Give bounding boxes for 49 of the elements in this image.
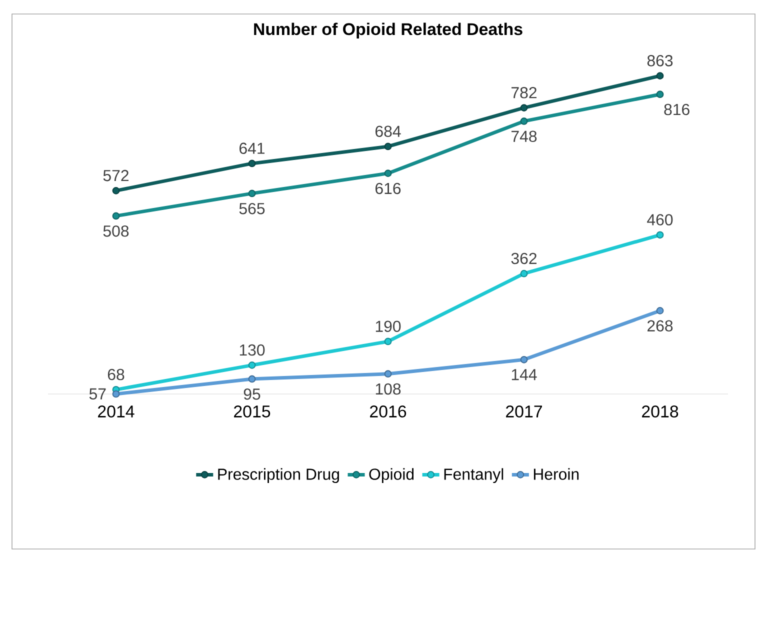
point [384,370,392,378]
data-label: 816 [664,104,690,116]
data-label: 641 [240,142,265,154]
legend-label: Fentanyl [444,468,504,484]
x-tick-label: 2014 [98,405,134,418]
point [384,170,392,178]
data-label: 616 [376,182,401,194]
point [112,212,120,220]
point [656,90,664,98]
point [248,190,256,198]
x-tick-label: 2016 [370,405,406,418]
point [520,118,528,125]
point [112,187,120,194]
data-label: 95 [244,388,260,400]
data-label: 144 [512,369,537,380]
data-label: 565 [239,202,265,214]
point [520,104,528,112]
chart-title: Number of Opioid Related Deaths [254,22,522,38]
x-tick-label: 2018 [642,405,678,418]
data-label: 190 [376,320,401,332]
legend-label: Opioid [369,468,414,484]
point [384,338,392,346]
point [248,375,256,383]
data-label: 460 [647,214,673,226]
data-label: 684 [376,126,401,137]
point [112,390,120,398]
data-label: 572 [103,170,128,182]
point [248,160,256,168]
data-label: 508 [103,225,129,237]
data-label: 268 [648,320,673,332]
data-label: 748 [512,130,537,142]
point [248,361,256,369]
data-label: 108 [376,383,401,395]
data-label: 130 [240,344,265,356]
point [520,356,528,364]
data-label: 863 [647,55,673,66]
legend-label: Heroin [534,468,579,480]
x-tick-label: 2015 [234,405,270,418]
data-label: 57 [89,388,106,400]
data-label: 362 [511,252,536,264]
data-label: 782 [512,87,536,98]
point [656,307,664,314]
point [656,231,664,239]
legend-label: Prescription Drug [218,468,339,484]
point [520,270,528,278]
point [656,72,664,80]
point [384,142,392,150]
x-tick-label: 2017 [506,405,542,418]
data-label: 68 [108,368,124,380]
